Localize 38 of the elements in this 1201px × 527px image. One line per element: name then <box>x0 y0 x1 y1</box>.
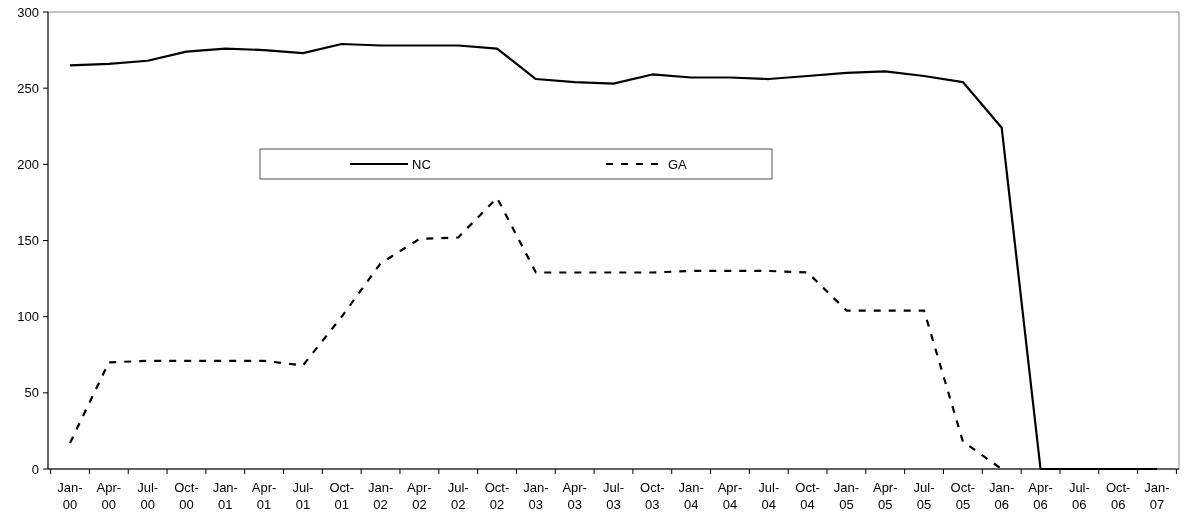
x-tick-label: Jul-00 <box>137 480 159 512</box>
x-tick-label: Jan-02 <box>367 480 394 512</box>
x-tick-label: Jul-03 <box>603 480 624 512</box>
y-tick-label: 300 <box>17 4 39 20</box>
x-tick-label: Apr-03 <box>562 480 587 512</box>
x-tick-label: Jan-00 <box>57 480 83 512</box>
x-tick-label: Apr-04 <box>717 480 743 512</box>
y-tick-label: 0 <box>31 461 39 477</box>
x-tick-label: Apr-06 <box>1028 480 1053 512</box>
x-tick-label: Jul-05 <box>913 480 935 512</box>
x-tick-label: Jul-06 <box>1068 480 1090 512</box>
y-tick-label: 50 <box>24 385 39 401</box>
x-tick-label: Oct-01 <box>329 480 355 512</box>
x-tick-label: Apr-02 <box>407 480 432 512</box>
x-tick-label: Jul-02 <box>447 480 469 512</box>
x-tick-label: Oct-05 <box>950 480 976 512</box>
x-tick-label: Oct-00 <box>174 480 199 512</box>
x-tick-label: Jan-04 <box>678 480 704 512</box>
y-tick-label: 100 <box>17 309 39 325</box>
x-tick-label: Apr-01 <box>251 480 277 512</box>
x-tick-label: Oct-04 <box>795 480 820 512</box>
x-tick-label: Jul-04 <box>758 480 780 512</box>
x-tick-label: Oct-02 <box>484 480 510 512</box>
legend-label: GA <box>668 156 688 172</box>
x-tick-label: Jan-03 <box>523 480 549 512</box>
x-tick-label: Jan-07 <box>1144 480 1170 512</box>
x-tick-label: Jan-01 <box>212 480 238 512</box>
x-tick-label: Apr-00 <box>96 480 122 512</box>
y-tick-label: 150 <box>17 233 39 249</box>
x-tick-label: Jul-01 <box>292 480 314 512</box>
y-tick-label: 200 <box>17 156 39 172</box>
x-tick-label: Oct-06 <box>1105 480 1131 512</box>
x-tick-label: Jan-06 <box>989 480 1015 512</box>
legend-label: NC <box>412 156 431 172</box>
y-tick-label: 250 <box>17 80 39 96</box>
x-tick-label: Apr-05 <box>872 480 898 512</box>
x-tick-label: Oct-03 <box>640 480 665 512</box>
x-tick-label: Jan-05 <box>833 480 860 512</box>
